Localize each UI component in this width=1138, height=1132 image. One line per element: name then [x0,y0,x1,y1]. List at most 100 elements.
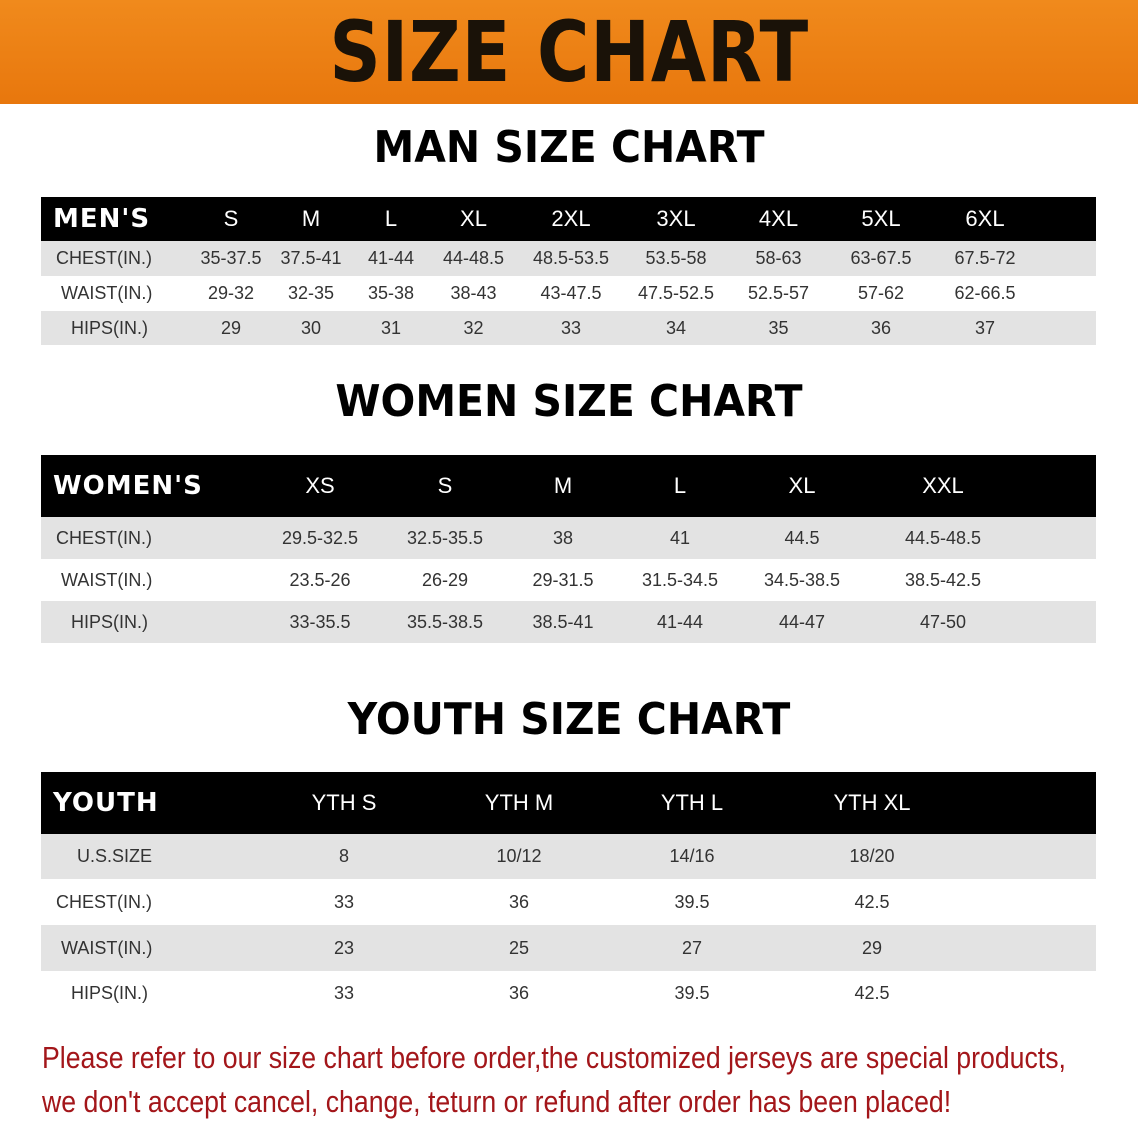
youth-size-table: YOUTH YTH S YTH M YTH L YTH XL U.S.SIZE 8 10/12… [41,772,1096,1016]
measurement-cell: 35-37.5 [200,248,262,268]
measurement-cell: 42.5 [854,891,890,912]
measurement-cell: 62-66.5 [954,283,1016,303]
measurement-cell: 26-29 [421,569,469,590]
measurement-cell: 10/12 [496,846,542,866]
measurement-cell: 58-63 [755,248,802,268]
measurement-cell: 8 [338,846,349,866]
women-chart-title: WOMEN SIZE CHART [335,376,803,427]
measurement-cell: 29-32 [207,283,255,303]
table-row: CHEST(IN.) 29.5-32.5 32.5-35.5 38 41 44.5 44.5… [41,517,1096,559]
measurement-cell: 41 [669,527,691,548]
measurement-cell: 35 [768,317,789,338]
row-label: WAIST(IN.) [61,569,153,590]
measurement-cell: 36 [870,317,892,338]
size-header-cell: XL [788,473,816,498]
measurement-cell: 44-48.5 [442,248,505,268]
row-label: WAIST(IN.) [61,283,153,303]
table-row: CHEST(IN.) 33 36 39.5 42.5 [41,879,1096,925]
size-header-cell: 4XL [758,206,799,231]
measurement-cell: 37.5-41 [280,248,342,268]
men-chart-title: MAN SIZE CHART [373,122,765,173]
measurement-cell: 36 [508,891,530,912]
size-header-cell: YTH M [484,790,554,815]
row-label: U.S.SIZE [77,846,153,866]
size-header-cell: YTH L [660,790,724,815]
measurement-cell: 63-67.5 [850,248,912,268]
men-size-table: MEN'S S M L XL 2XL 3XL 4XL 5XL 6XL CHEST(IN.) 35-37… [41,197,1096,345]
size-header-cell: XL [460,206,487,231]
measurement-cell: 33 [333,983,355,1003]
measurement-cell: 18/20 [849,846,895,866]
measurement-cell: 53.5-58 [645,248,707,268]
size-header-cell: M [301,206,321,231]
measurement-cell: 42.5 [854,983,890,1003]
notice-line-1: Please refer to our size chart before or… [42,1040,1066,1075]
measurement-cell: 35-38 [367,283,415,303]
measurement-cell: 47-50 [919,611,967,632]
banner: SIZE CHART [0,0,1138,104]
table-header-row: MEN'S S M L XL 2XL 3XL 4XL 5XL 6XL [41,197,1096,241]
table-row: HIPS(IN.) 29 30 31 32 33 34 35 36 37 [41,311,1096,345]
youth-chart-title: YOUTH SIZE CHART [347,694,791,745]
measurement-cell: 33 [333,891,355,912]
measurement-cell: 44-47 [778,611,826,632]
size-header-cell: S [223,206,239,231]
row-label: HIPS(IN.) [71,611,149,632]
size-header-cell: 3XL [656,206,696,231]
row-label: CHEST(IN.) [56,891,152,912]
measurement-cell: 34 [665,317,687,338]
size-header-cell: YTH S [311,790,377,815]
notice-line-2: we don't accept cancel, change, teturn o… [42,1084,952,1119]
row-label: HIPS(IN.) [71,983,149,1003]
row-label: HIPS(IN.) [71,317,149,338]
size-header-cell: L [384,206,398,231]
measurement-cell: 32.5-35.5 [406,527,484,548]
measurement-cell: 39.5 [674,983,710,1003]
size-header-cell: S [437,473,453,498]
table-row: CHEST(IN.) 35-37.5 37.5-41 41-44 44-48.5 48.5… [41,241,1096,276]
measurement-cell: 14/16 [669,846,715,866]
table-title-cell: YOUTH [53,788,159,818]
measurement-cell: 32 [463,317,484,338]
table-header-row: WOMEN'S XS S M L XL XXL [41,455,1096,517]
measurement-cell: 25 [508,937,530,958]
row-label: CHEST(IN.) [56,248,152,268]
measurement-cell: 29.5-32.5 [281,527,359,548]
measurement-cell: 31.5-34.5 [641,569,719,590]
measurement-cell: 34.5-38.5 [763,569,841,590]
size-header-cell: XS [305,473,335,498]
row-label: WAIST(IN.) [61,937,153,958]
measurement-cell: 44.5-48.5 [904,527,982,548]
measurement-cell: 38 [552,527,574,548]
table-row: WAIST(IN.) 29-32 32-35 35-38 38-43 43-47.5 47.… [41,276,1096,311]
banner-title: SIZE CHART [329,3,809,101]
measurement-cell: 31 [380,317,402,338]
measurement-cell: 29 [220,317,242,338]
measurement-cell: 29-31.5 [532,569,594,590]
size-header-cell: 6XL [965,206,1005,231]
size-header-cell: 2XL [551,206,591,231]
measurement-cell: 44.5 [784,527,820,548]
measurement-cell: 30 [300,317,322,338]
size-header-cell: L [673,473,687,498]
size-header-cell: 5XL [861,206,901,231]
measurement-cell: 33-35.5 [289,611,351,632]
measurement-cell: 36 [508,983,530,1003]
measurement-cell: 41-44 [367,248,415,268]
measurement-cell: 35.5-38.5 [406,611,484,632]
size-header-cell: YTH XL [833,790,911,815]
measurement-cell: 38-43 [450,283,497,303]
measurement-cell: 38.5-42.5 [904,569,982,590]
women-size-table: WOMEN'S XS S M L XL XXL CHEST(IN.) 29.5-32.5 32.5… [41,455,1096,643]
measurement-cell: 23.5-26 [289,569,351,590]
measurement-cell: 67.5-72 [954,248,1016,268]
measurement-cell: 23 [333,937,355,958]
table-title-cell: MEN'S [53,204,151,234]
size-header-cell: XXL [922,473,964,498]
table-header-row: YOUTH YTH S YTH M YTH L YTH XL [41,772,1096,834]
measurement-cell: 33 [560,317,582,338]
measurement-cell: 39.5 [674,891,710,912]
table-row: HIPS(IN.) 33 36 39.5 42.5 [41,971,1096,1016]
table-title-cell: WOMEN'S [53,471,203,501]
measurement-cell: 32-35 [287,283,335,303]
